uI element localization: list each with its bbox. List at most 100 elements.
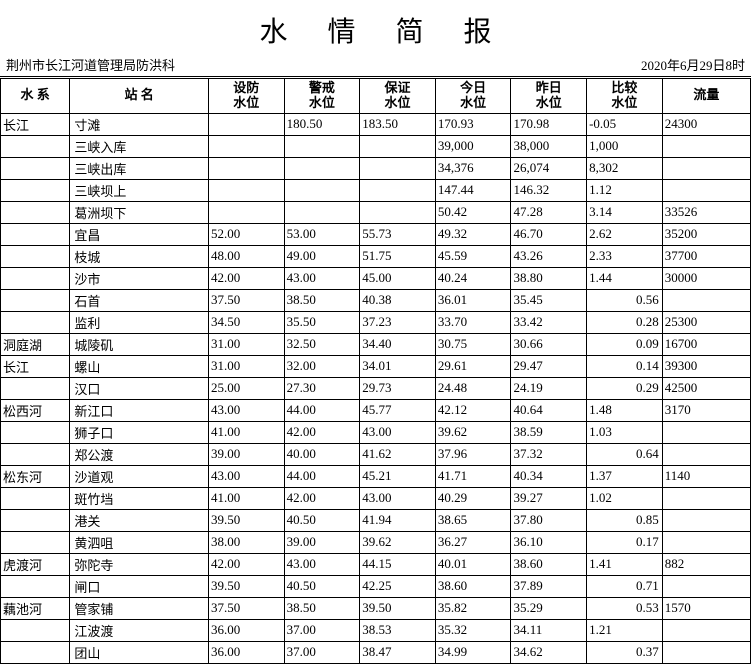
table-row: 三峡入库39,00038,0001,000 — [1, 135, 751, 157]
cell-system — [1, 311, 70, 333]
cell-yesterday: 38,000 — [511, 135, 587, 157]
table-row: 藕池河管家铺37.5038.5039.5035.8235.290.531570 — [1, 597, 751, 619]
cell-guarantee — [360, 135, 436, 157]
cell-system — [1, 223, 70, 245]
cell-warning: 32.50 — [284, 333, 360, 355]
cell-system: 洞庭湖 — [1, 333, 70, 355]
cell-flow — [662, 509, 750, 531]
cell-warning: 35.50 — [284, 311, 360, 333]
cell-defense: 42.00 — [208, 553, 284, 575]
table-row: 长江寸滩180.50183.50170.93170.98-0.0524300 — [1, 113, 751, 135]
cell-system — [1, 487, 70, 509]
h-today: 今日水位 — [435, 78, 511, 114]
cell-system: 松西河 — [1, 399, 70, 421]
cell-flow: 42500 — [662, 377, 750, 399]
cell-flow — [662, 135, 750, 157]
cell-system — [1, 443, 70, 465]
cell-today: 34.99 — [435, 641, 511, 663]
cell-system: 长江 — [1, 113, 70, 135]
h-system: 水 系 — [1, 78, 70, 114]
cell-warning: 32.00 — [284, 355, 360, 377]
h-diff: 比较水位 — [587, 78, 663, 114]
cell-defense — [208, 135, 284, 157]
cell-warning: 27.30 — [284, 377, 360, 399]
cell-flow — [662, 179, 750, 201]
cell-system — [1, 377, 70, 399]
cell-defense: 38.00 — [208, 531, 284, 553]
table-row: 狮子口41.0042.0043.0039.6238.591.03 — [1, 421, 751, 443]
cell-today: 40.29 — [435, 487, 511, 509]
cell-yesterday: 37.80 — [511, 509, 587, 531]
cell-warning — [284, 201, 360, 223]
cell-flow — [662, 531, 750, 553]
cell-station: 葛洲坝下 — [70, 201, 209, 223]
cell-today: 40.24 — [435, 267, 511, 289]
table-row: 江波渡36.0037.0038.5335.3234.111.21 — [1, 619, 751, 641]
cell-yesterday: 30.66 — [511, 333, 587, 355]
cell-defense: 52.00 — [208, 223, 284, 245]
h-defense: 设防水位 — [208, 78, 284, 114]
cell-defense: 37.50 — [208, 289, 284, 311]
cell-warning — [284, 157, 360, 179]
cell-guarantee: 38.47 — [360, 641, 436, 663]
cell-guarantee: 39.50 — [360, 597, 436, 619]
cell-warning: 42.00 — [284, 421, 360, 443]
cell-system — [1, 421, 70, 443]
cell-today: 45.59 — [435, 245, 511, 267]
cell-diff: 0.29 — [587, 377, 663, 399]
h-flow: 流量 — [662, 78, 750, 114]
cell-defense: 25.00 — [208, 377, 284, 399]
cell-today: 34,376 — [435, 157, 511, 179]
cell-system — [1, 641, 70, 663]
table-row: 洞庭湖城陵矶31.0032.5034.4030.7530.660.0916700 — [1, 333, 751, 355]
cell-today: 38.65 — [435, 509, 511, 531]
cell-diff: 2.62 — [587, 223, 663, 245]
cell-system — [1, 619, 70, 641]
table-row: 港关39.5040.5041.9438.6537.800.85 — [1, 509, 751, 531]
cell-guarantee: 51.75 — [360, 245, 436, 267]
cell-flow: 16700 — [662, 333, 750, 355]
cell-flow — [662, 157, 750, 179]
cell-system: 松东河 — [1, 465, 70, 487]
table-row: 团山36.0037.0038.4734.9934.620.37 — [1, 641, 751, 663]
cell-yesterday: 46.70 — [511, 223, 587, 245]
cell-flow: 1140 — [662, 465, 750, 487]
meta-row: 荆州市长江河道管理局防洪科 2020年6月29日8时 — [0, 55, 751, 76]
cell-warning: 42.00 — [284, 487, 360, 509]
cell-station: 黄泗咀 — [70, 531, 209, 553]
cell-station: 弥陀寺 — [70, 553, 209, 575]
cell-diff: 0.09 — [587, 333, 663, 355]
cell-diff: 1.03 — [587, 421, 663, 443]
cell-defense: 42.00 — [208, 267, 284, 289]
cell-defense — [208, 113, 284, 135]
cell-today: 35.82 — [435, 597, 511, 619]
h-warning: 警戒水位 — [284, 78, 360, 114]
table-row: 松东河沙道观43.0044.0045.2141.7140.341.371140 — [1, 465, 751, 487]
cell-flow: 30000 — [662, 267, 750, 289]
cell-yesterday: 38.80 — [511, 267, 587, 289]
cell-diff: 1.02 — [587, 487, 663, 509]
cell-station: 监利 — [70, 311, 209, 333]
cell-diff: 1.48 — [587, 399, 663, 421]
cell-yesterday: 34.62 — [511, 641, 587, 663]
table-row: 黄泗咀38.0039.0039.6236.2736.100.17 — [1, 531, 751, 553]
cell-system — [1, 135, 70, 157]
cell-yesterday: 24.19 — [511, 377, 587, 399]
cell-warning: 38.50 — [284, 289, 360, 311]
cell-diff: 1.44 — [587, 267, 663, 289]
cell-today: 36.01 — [435, 289, 511, 311]
cell-station: 螺山 — [70, 355, 209, 377]
h-station: 站 名 — [70, 78, 209, 114]
cell-flow — [662, 641, 750, 663]
cell-yesterday: 170.98 — [511, 113, 587, 135]
cell-guarantee: 45.77 — [360, 399, 436, 421]
cell-guarantee: 45.21 — [360, 465, 436, 487]
cell-station: 闸口 — [70, 575, 209, 597]
cell-yesterday: 34.11 — [511, 619, 587, 641]
cell-diff: 8,302 — [587, 157, 663, 179]
cell-diff: 1.41 — [587, 553, 663, 575]
cell-yesterday: 33.42 — [511, 311, 587, 333]
table-row: 沙市42.0043.0045.0040.2438.801.4430000 — [1, 267, 751, 289]
cell-station: 沙市 — [70, 267, 209, 289]
cell-station: 团山 — [70, 641, 209, 663]
